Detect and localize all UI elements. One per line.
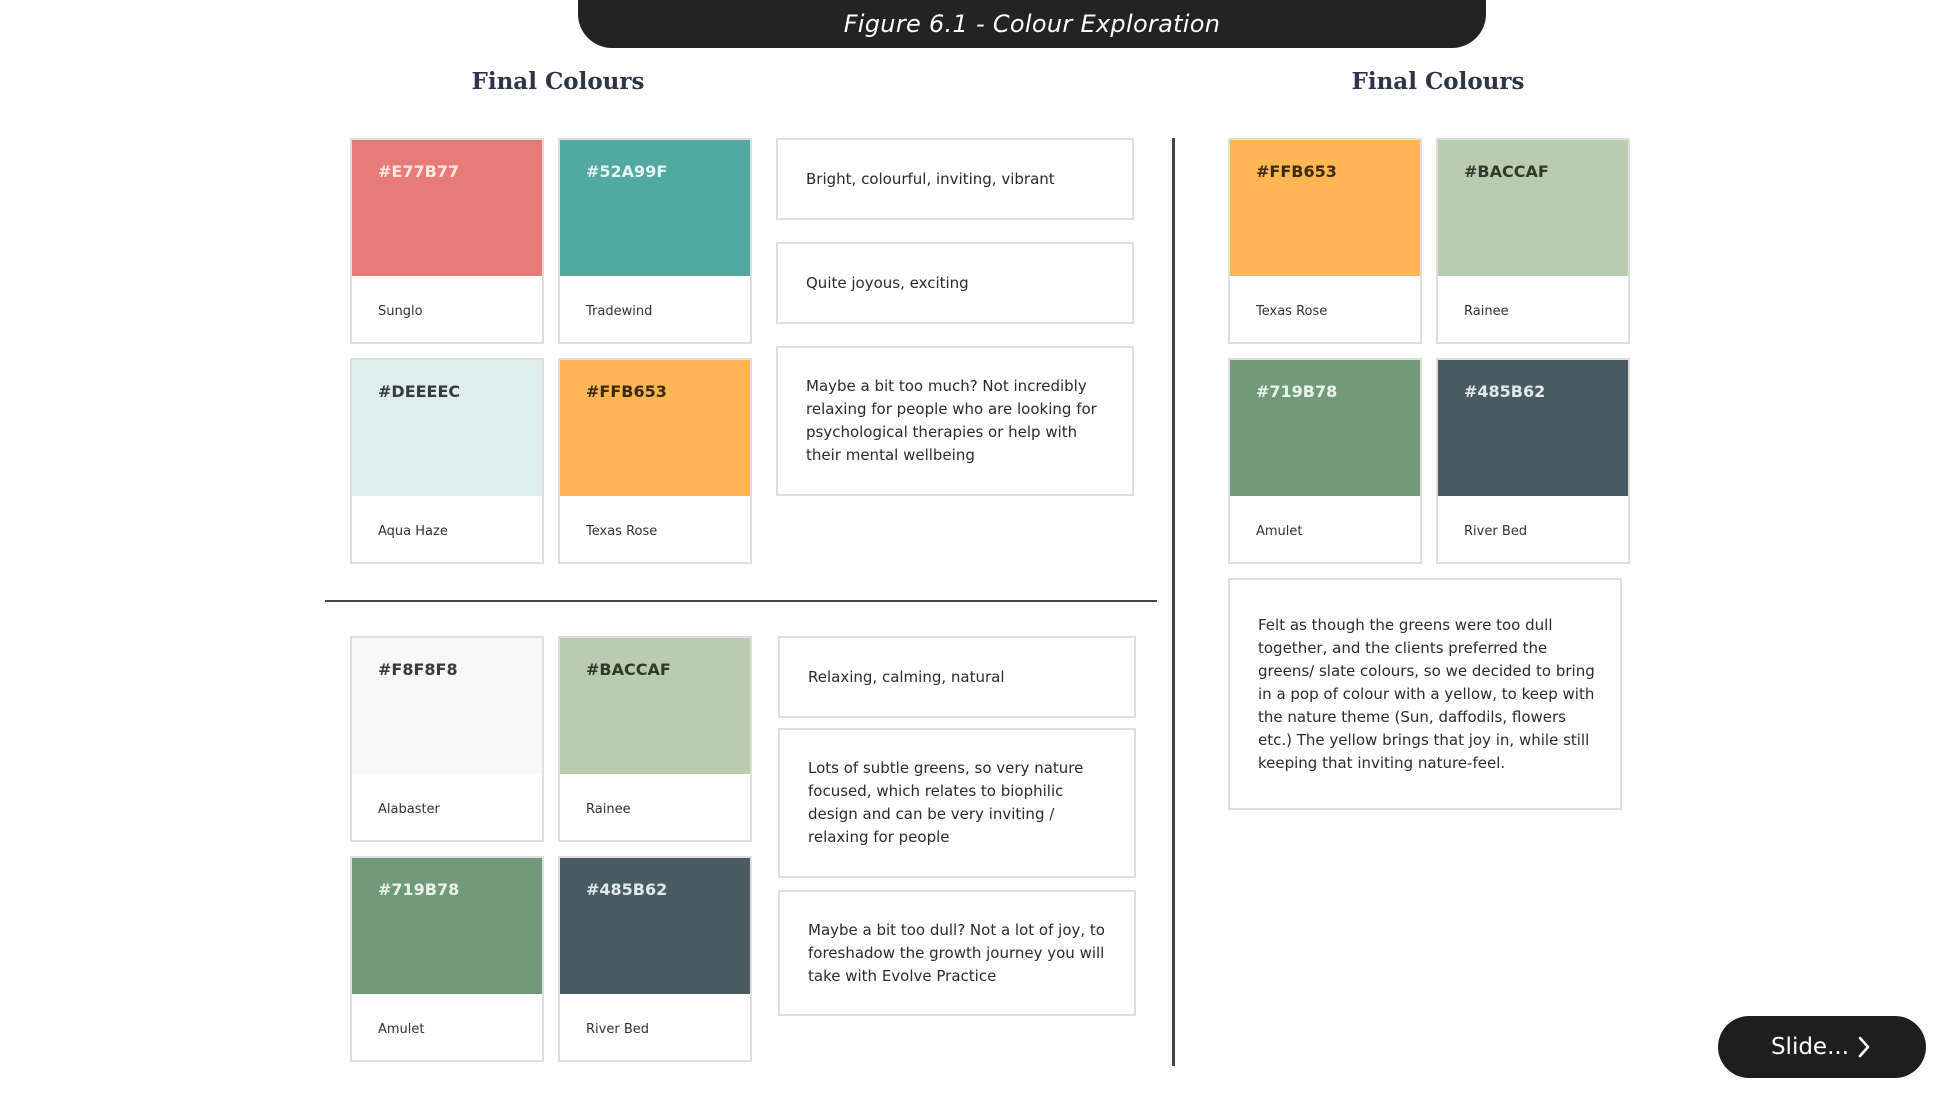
swatch-card: #BACCAF Rainee [1436, 138, 1630, 344]
swatch-hex: #BACCAF [586, 660, 671, 679]
swatch-card: #485B62 River Bed [1436, 358, 1630, 564]
note-box: Maybe a bit too much? Not incredibly rel… [776, 346, 1134, 496]
swatch-hex: #FFB653 [1256, 162, 1337, 181]
vertical-divider [1172, 138, 1175, 1066]
swatch-hex: #485B62 [586, 880, 668, 899]
note-box: Bright, colourful, inviting, vibrant [776, 138, 1134, 220]
swatch-hex: #BACCAF [1464, 162, 1549, 181]
swatch-name: Rainee [586, 802, 631, 817]
swatch-color [352, 638, 542, 774]
swatch-name: Amulet [1256, 524, 1303, 539]
swatch-color [1438, 140, 1628, 276]
swatch-name: Aqua Haze [378, 524, 448, 539]
swatch-color [560, 140, 750, 276]
figure-title: Figure 6.1 - Colour Exploration [843, 10, 1221, 38]
swatch-color [352, 140, 542, 276]
swatch-name: River Bed [586, 1022, 649, 1037]
swatch-color [352, 360, 542, 496]
swatch-name: Tradewind [586, 304, 653, 319]
swatch-hex: #DEEEEC [378, 382, 461, 401]
horizontal-divider [325, 600, 1157, 602]
swatch-color [1438, 360, 1628, 496]
swatch-hex: #485B62 [1464, 382, 1546, 401]
swatch-card: #719B78 Amulet [350, 856, 544, 1062]
slide-button[interactable]: Slide... [1718, 1016, 1926, 1078]
swatch-hex: #719B78 [1256, 382, 1338, 401]
swatch-name: Texas Rose [586, 524, 658, 539]
swatch-card: #52A99F Tradewind [558, 138, 752, 344]
swatch-color [1230, 140, 1420, 276]
swatch-name: Sunglo [378, 304, 423, 319]
swatch-name: River Bed [1464, 524, 1527, 539]
swatch-name: Amulet [378, 1022, 425, 1037]
note-box: Quite joyous, exciting [776, 242, 1134, 324]
swatch-hex: #E77B77 [378, 162, 460, 181]
swatch-card: #F8F8F8 Alabaster [350, 636, 544, 842]
swatch-card: #DEEEEC Aqua Haze [350, 358, 544, 564]
swatch-color [1230, 360, 1420, 496]
chevron-right-icon [1855, 1035, 1873, 1059]
swatch-color [560, 638, 750, 774]
swatch-card: #E77B77 Sunglo [350, 138, 544, 344]
heading-final-colours-right: Final Colours [1351, 68, 1525, 95]
swatch-card: #485B62 River Bed [558, 856, 752, 1062]
note-box: Lots of subtle greens, so very nature fo… [778, 728, 1136, 878]
heading-final-colours-left: Final Colours [471, 68, 645, 95]
swatch-card: #FFB653 Texas Rose [558, 358, 752, 564]
swatch-color [352, 858, 542, 994]
swatch-card: #FFB653 Texas Rose [1228, 138, 1422, 344]
swatch-card: #719B78 Amulet [1228, 358, 1422, 564]
slide-button-label: Slide... [1770, 1034, 1850, 1060]
swatch-hex: #52A99F [586, 162, 668, 181]
note-box: Maybe a bit too dull? Not a lot of joy, … [778, 890, 1136, 1016]
swatch-card: #BACCAF Rainee [558, 636, 752, 842]
swatch-name: Texas Rose [1256, 304, 1328, 319]
swatch-hex: #FFB653 [586, 382, 667, 401]
note-box-final: Felt as though the greens were too dull … [1228, 578, 1622, 810]
swatch-color [560, 360, 750, 496]
swatch-hex: #719B78 [378, 880, 460, 899]
swatch-name: Alabaster [378, 802, 440, 817]
figure-banner: Figure 6.1 - Colour Exploration [578, 0, 1486, 48]
swatch-color [560, 858, 750, 994]
note-box: Relaxing, calming, natural [778, 636, 1136, 718]
swatch-name: Rainee [1464, 304, 1509, 319]
swatch-hex: #F8F8F8 [378, 660, 458, 679]
